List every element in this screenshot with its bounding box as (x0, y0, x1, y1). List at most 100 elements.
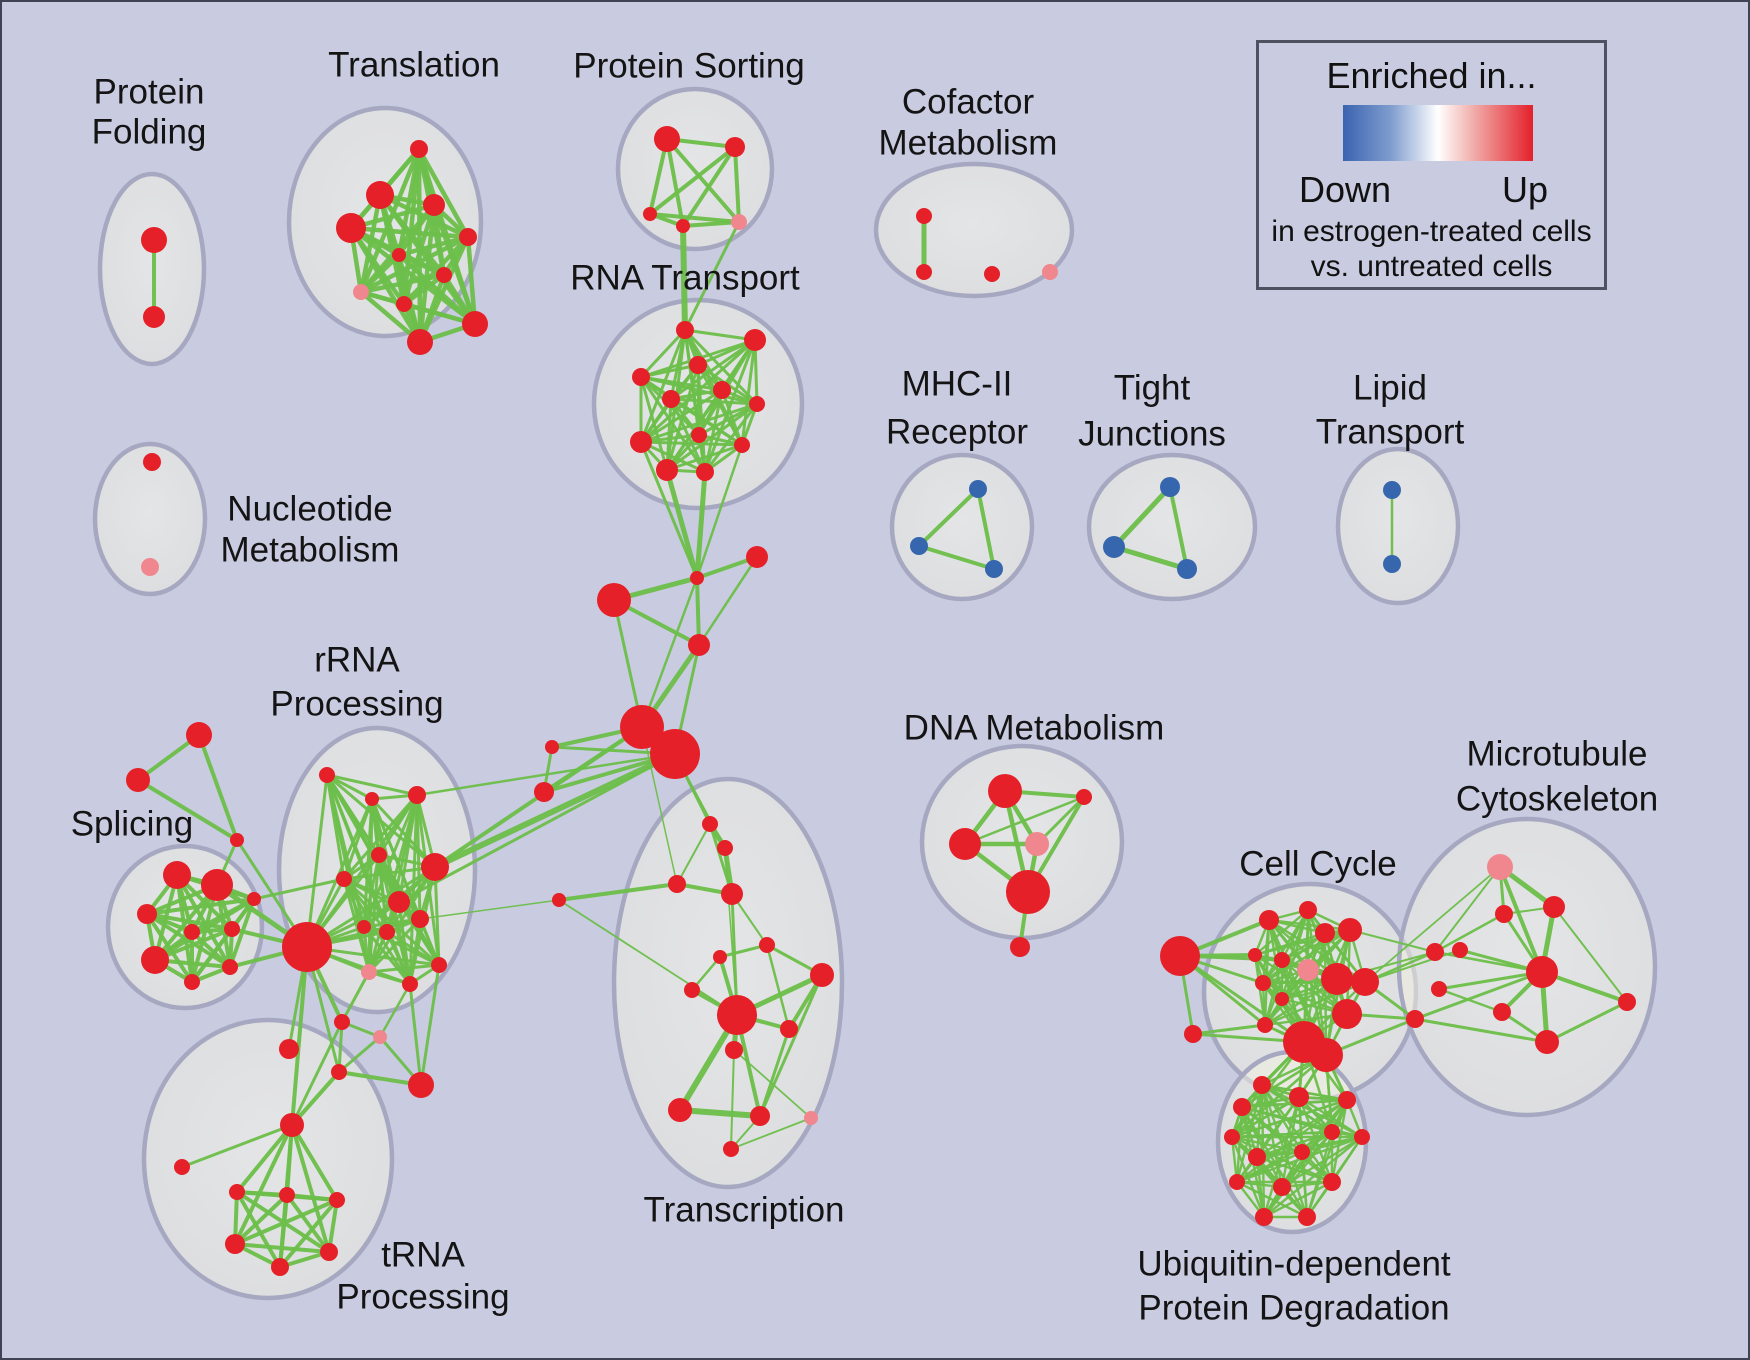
node-rrH (282, 922, 332, 972)
node-cc4 (1299, 901, 1317, 919)
edge-cB-cD (697, 555, 759, 647)
node-ub5 (1224, 1129, 1240, 1145)
cluster-label-rrna-processing-line2: Processing (270, 685, 443, 724)
edge-tr4-tr5 (348, 225, 471, 240)
cluster-label-cofactor-metabolism-line1: Cofactor (902, 83, 1035, 122)
cluster-ellipse-mhc-ii-receptor (889, 452, 1035, 602)
node-cc6 (1338, 918, 1362, 942)
node-tri1 (186, 722, 212, 748)
node-mh3 (985, 560, 1003, 578)
edge-ub4-ub12 (1240, 1105, 1334, 1184)
edge-trn2-trn6 (278, 1193, 289, 1269)
edge-ub1-ub6 (1260, 1083, 1334, 1134)
node-nm1 (143, 453, 161, 471)
node-cc10 (1275, 992, 1289, 1006)
node-rr12 (402, 976, 418, 992)
node-rt11 (656, 459, 678, 481)
cluster-label-lipid-transport-line2: Transport (1316, 413, 1465, 452)
node-lt2 (1383, 555, 1401, 573)
edge-tx2-txH (724, 847, 738, 1016)
edge-cc5-cc9 (1261, 931, 1327, 985)
cluster-label-dna-metabolism: DNA Metabolism (904, 709, 1165, 748)
edge-ccR2-mt1 (1434, 866, 1501, 953)
edge-rt12-cA (694, 469, 708, 581)
node-cC (597, 583, 631, 617)
edge-rr5-rr11 (342, 877, 371, 974)
cluster-label-ubiquitin-degradation-line1: Ubiquitin-dependent (1137, 1245, 1451, 1284)
node-tr4 (336, 213, 366, 243)
node-rt5 (713, 381, 731, 399)
edge-rt4-rt7 (639, 375, 759, 406)
node-mt5 (1493, 1003, 1511, 1021)
cluster-label-mhc-ii-receptor-line2: Receptor (886, 413, 1028, 452)
edge-rr2-rr11 (367, 797, 374, 974)
node-rr11 (361, 964, 377, 980)
node-cf1 (916, 208, 932, 224)
node-cG (534, 782, 554, 802)
edge-tx11-tx12 (677, 1107, 763, 1119)
cluster-label-ubiquitin-degradation-line2: Protein Degradation (1138, 1289, 1449, 1328)
edge-ub7-ub11 (1280, 1135, 1364, 1189)
edge-rt5-rt9 (639, 388, 724, 444)
node-tr8 (353, 284, 369, 300)
edge-dm2-dm4 (963, 795, 1086, 846)
edge-cE2-rr7 (397, 752, 677, 904)
edge-cA-cE1 (640, 576, 699, 729)
node-dm3 (1025, 832, 1049, 856)
node-sp3 (137, 904, 157, 924)
node-tx9 (780, 1020, 798, 1038)
node-cD (688, 634, 710, 656)
cluster-label-transcription: Transcription (644, 1191, 845, 1230)
edge-sp6-sp8 (190, 897, 256, 984)
edge-ps4-ps5 (681, 220, 741, 228)
edge-ccR3-mtB (1437, 970, 1544, 991)
edge-rt6-rt11 (665, 397, 673, 472)
node-ps2 (725, 137, 745, 157)
edge-mt2-mt7 (1553, 906, 1628, 1003)
edge-rr9-rr12 (362, 925, 412, 986)
edge-ccR2-mt3 (1433, 912, 1506, 954)
edge-ps1-ps4 (665, 137, 685, 228)
node-ccR1 (1406, 1010, 1424, 1028)
node-dm5 (1006, 870, 1050, 914)
node-ccR3 (1431, 981, 1447, 997)
legend-gradient-bar (1343, 105, 1533, 161)
node-tx4 (721, 883, 743, 905)
edge-ps1-ps5 (665, 137, 741, 224)
cluster-label-trna-processing-line1: tRNA (381, 1236, 465, 1275)
edge-ccR3-mt5 (1437, 987, 1504, 1014)
cluster-ellipse-lipid-transport (1335, 446, 1461, 606)
node-trn5 (320, 1243, 338, 1261)
edge-ub12-ub13 (1262, 1180, 1334, 1219)
edge-rr4-rr10 (377, 853, 389, 934)
cluster-ellipse-cofactor-metabolism (873, 161, 1075, 299)
edge-trnH-trn4 (233, 1123, 294, 1246)
edge-cc2-cc11 (1191, 1023, 1267, 1036)
edge-mh1-mh2 (917, 487, 980, 548)
node-pf1 (141, 227, 167, 253)
legend-subtitle-line2: vs. untreated cells (1310, 250, 1553, 283)
edge-tr1-tr5 (416, 146, 471, 240)
edge-rt1-rt4 (639, 328, 687, 379)
edge-cc13-mt4 (1364, 949, 1461, 983)
edge-rt5-rt12 (703, 388, 724, 474)
node-ub7 (1354, 1129, 1370, 1145)
edge-rr1-rr3 (325, 773, 419, 797)
edge-rt10-rt11 (665, 443, 744, 472)
node-tj3 (1177, 559, 1197, 579)
edge-rt1-rt7 (683, 328, 759, 406)
node-rt7 (749, 396, 765, 412)
node-tx10 (725, 1041, 743, 1059)
edge-tx10-tx14 (730, 1049, 735, 1150)
edge-rt11-cA (664, 467, 700, 581)
cluster-label-microtubule-cytoskeleton-line2: Cytoskeleton (1456, 780, 1658, 819)
node-ub8 (1248, 1148, 1266, 1166)
node-rr18 (408, 1072, 434, 1098)
edge-rr1-rrH (305, 773, 329, 949)
edge-tx6-tx9 (765, 943, 791, 1031)
node-tx11 (668, 1098, 692, 1122)
edge-rt9-rt12 (639, 440, 707, 474)
node-tr6 (392, 248, 406, 262)
edge-tx5-tx6 (718, 943, 769, 959)
